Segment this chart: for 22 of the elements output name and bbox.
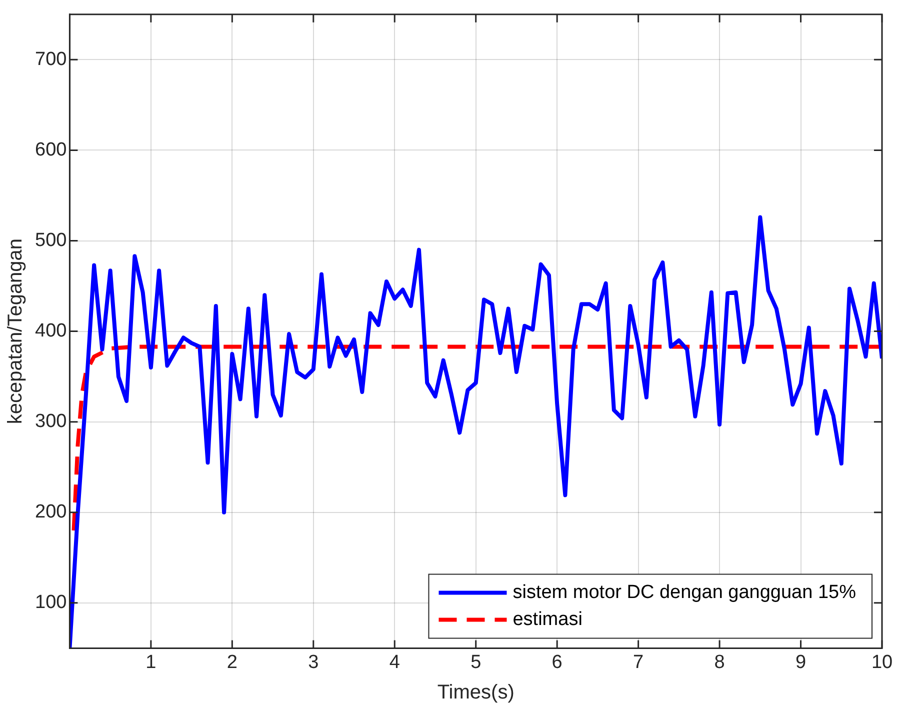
x-tick-label: 8 [714,652,725,673]
x-tick-label: 4 [389,652,400,673]
y-tick-label: 700 [35,48,67,70]
y-tick-label: 500 [35,230,67,251]
legend-label: estimasi [512,608,582,630]
x-tick-label: 9 [795,652,806,673]
x-tick-label: 6 [552,652,562,673]
y-tick-label: 600 [35,139,67,160]
x-tick-label: 7 [633,652,644,673]
legend-label: sistem motor DC dengan gangguan 15% [512,582,856,603]
x-tick-label: 3 [308,652,319,673]
y-tick-label: 300 [35,411,67,432]
y-tick-label: 200 [35,502,67,523]
x-tick-label: 10 [871,652,893,673]
x-tick-label: 2 [226,652,238,673]
x-axis-title: Times(s) [437,682,514,704]
y-tick-label: 400 [35,320,67,342]
y-tick-label: 100 [35,592,67,614]
y-axis-title: kecepatan/Tegangan [4,238,27,424]
x-tick-label: 5 [470,652,482,673]
x-tick-label: 1 [146,652,156,673]
line-series [72,344,882,532]
